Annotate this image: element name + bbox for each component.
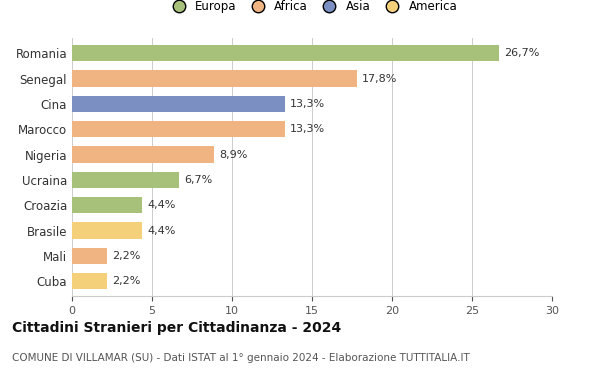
Bar [72,96,285,112]
Text: 2,2%: 2,2% [112,276,140,286]
Bar [72,172,179,188]
Bar [72,248,107,264]
Text: 26,7%: 26,7% [504,48,539,58]
Text: 17,8%: 17,8% [362,74,397,84]
Bar [72,146,214,163]
Text: Cittadini Stranieri per Cittadinanza - 2024: Cittadini Stranieri per Cittadinanza - 2… [12,321,341,335]
Text: 6,7%: 6,7% [184,175,212,185]
Bar [72,121,285,138]
Text: 4,4%: 4,4% [147,226,176,236]
Text: COMUNE DI VILLAMAR (SU) - Dati ISTAT al 1° gennaio 2024 - Elaborazione TUTTITALI: COMUNE DI VILLAMAR (SU) - Dati ISTAT al … [12,353,470,363]
Text: 8,9%: 8,9% [219,150,248,160]
Bar [72,70,357,87]
Text: 13,3%: 13,3% [290,99,325,109]
Bar [72,45,499,62]
Text: 2,2%: 2,2% [112,251,140,261]
Bar [72,197,142,214]
Bar [72,273,107,290]
Text: 13,3%: 13,3% [290,124,325,134]
Legend: Europa, Africa, Asia, America: Europa, Africa, Asia, America [164,0,460,15]
Bar [72,222,142,239]
Text: 4,4%: 4,4% [147,200,176,210]
